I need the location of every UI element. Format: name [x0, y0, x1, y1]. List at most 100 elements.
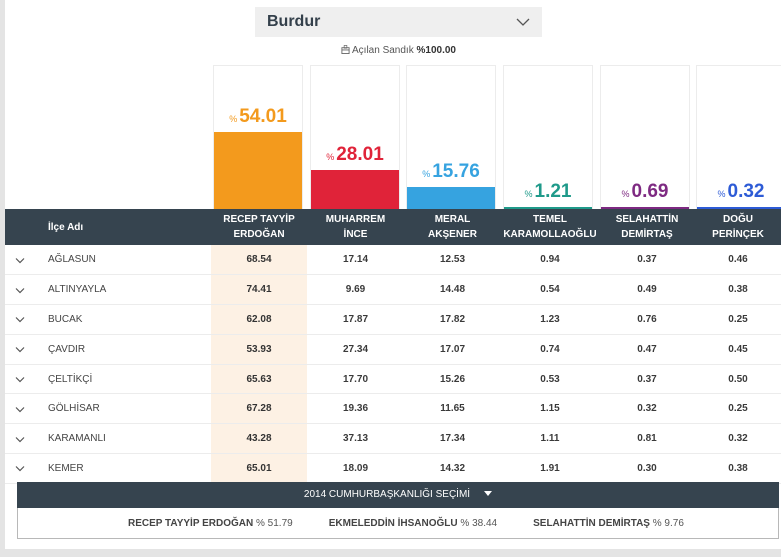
expand-chevron-icon[interactable] — [15, 346, 25, 353]
vote-share-cell: 12.53 — [404, 245, 501, 276]
candidate-name-line1: MUHARREM — [325, 214, 386, 225]
candidate-bar-column: % 1.21 — [503, 65, 593, 210]
district-name: KEMER — [48, 462, 84, 474]
candidate-bar — [697, 207, 781, 210]
table-row[interactable]: BUCAK 62.08 17.87 17.82 1.23 0.76 0.25 — [5, 304, 781, 335]
percent-symbol: % — [524, 189, 533, 199]
previous-candidate-name: EKMELEDDİN İHSANOĞLU — [328, 517, 458, 529]
candidate-percentage: 28.01 — [336, 143, 384, 165]
candidate-name-line2: AKŞENER — [428, 229, 477, 240]
vote-share-cell: 0.38 — [695, 274, 781, 306]
vote-share-cell: 17.82 — [404, 304, 501, 335]
vote-share-cell: 65.63 — [211, 364, 307, 395]
previous-election-results: RECEP TAYYİP ERDOĞAN % 51.79 EKMELEDDİN İ… — [17, 508, 779, 539]
candidate-name-line1: TEMEL — [533, 214, 567, 225]
candidate-bar-column: % 54.01 — [213, 65, 303, 210]
district-cell: BUCAK — [5, 304, 211, 335]
table-row[interactable]: ÇAVDIR 53.93 27.34 17.07 0.74 0.47 0.45 — [5, 334, 781, 365]
vote-share-cell: 1.23 — [501, 304, 599, 335]
district-name: GÖLHİSAR — [48, 403, 100, 415]
candidate-name-line2: PERİNÇEK — [712, 229, 764, 240]
candidate-percentage: 0.32 — [727, 181, 765, 202]
previous-result-item: EKMELEDDİN İHSANOĞLU % 38.44 — [329, 518, 497, 529]
candidate-bar-label: % 1.21 — [504, 181, 592, 203]
vote-share-cell: 17.87 — [307, 304, 404, 335]
vote-share-cell: 15.26 — [404, 364, 501, 395]
district-name: ÇELTİKÇİ — [48, 373, 93, 385]
table-row[interactable]: AĞLASUN 68.54 17.14 12.53 0.94 0.37 0.46 — [5, 245, 781, 276]
vote-share-cell: 37.13 — [307, 423, 404, 455]
district-cell: ÇAVDIR — [5, 334, 211, 365]
district-name-header: İlçe Adı — [48, 221, 84, 233]
candidate-name-line2: KARAMOLLAOĞLU — [503, 229, 597, 240]
vote-share-cell: 0.32 — [695, 423, 781, 455]
vote-share-cell: 74.41 — [211, 274, 307, 306]
candidate-bar-column: % 28.01 — [310, 65, 400, 210]
percent-symbol: % — [621, 189, 630, 199]
vote-share-cell: 0.30 — [599, 453, 695, 484]
previous-candidate-name: SELAHATTİN DEMİRTAŞ — [533, 517, 650, 529]
expand-chevron-icon[interactable] — [15, 376, 25, 383]
table-row[interactable]: KEMER 65.01 18.09 14.32 1.91 0.30 0.38 — [5, 453, 781, 484]
previous-candidate-share: % 38.44 — [460, 517, 498, 529]
percent-symbol: % — [422, 169, 431, 180]
vote-share-cell: 68.54 — [211, 245, 307, 276]
previous-result-item: SELAHATTİN DEMİRTAŞ % 9.76 — [533, 518, 684, 529]
vote-share-cell: 0.37 — [599, 245, 695, 276]
vote-share-cell: 0.53 — [501, 364, 599, 395]
vote-share-cell: 19.36 — [307, 393, 404, 425]
expand-chevron-icon[interactable] — [15, 257, 25, 264]
expand-chevron-icon[interactable] — [15, 465, 25, 472]
vote-share-cell: 11.65 — [404, 393, 501, 425]
table-row[interactable]: ÇELTİKÇİ 65.63 17.70 15.26 0.53 0.37 0.50 — [5, 364, 781, 395]
expand-chevron-icon[interactable] — [15, 287, 25, 294]
opened-ballot-status: Açılan Sandık %100.00 — [255, 45, 542, 56]
district-name: BUCAK — [48, 313, 83, 325]
opened-ballot-value: %100.00 — [416, 45, 456, 56]
province-select[interactable]: Burdur — [255, 7, 542, 37]
candidate-percentage: 0.69 — [631, 181, 669, 202]
vote-share-cell: 67.28 — [211, 393, 307, 425]
vote-share-cell: 0.25 — [695, 393, 781, 425]
expand-chevron-icon[interactable] — [15, 406, 25, 413]
vote-share-cell: 0.25 — [695, 304, 781, 335]
candidate-column-header: DOĞU PERİNÇEK — [695, 209, 781, 245]
vote-share-cell: 27.34 — [307, 334, 404, 365]
election-results-page: Burdur Açılan Sandık %100.00 % 54.01% 28.0… — [5, 0, 781, 549]
vote-share-cell: 0.38 — [695, 453, 781, 484]
table-header-row: İlçe Adı RECEP TAYYİP ERDOĞAN MUHARREM İNCE… — [5, 209, 781, 245]
vote-share-cell: 17.70 — [307, 364, 404, 395]
candidate-name-line1: DOĞU — [723, 214, 753, 225]
vote-share-cell: 9.69 — [307, 274, 404, 306]
candidate-bar — [311, 169, 399, 210]
candidate-name-line2: İNCE — [343, 229, 368, 240]
district-results-table: İlçe Adı RECEP TAYYİP ERDOĞAN MUHARREM İNCE… — [5, 209, 781, 484]
candidate-column-header: SELAHATTİN DEMİRTAŞ — [599, 209, 695, 245]
candidate-bar-column: % 0.69 — [600, 65, 690, 210]
district-name: AĞLASUN — [48, 254, 96, 266]
candidate-bar-column: % 0.32 — [696, 65, 781, 210]
table-row[interactable]: KARAMANLI 43.28 37.13 17.34 1.11 0.81 0.32 — [5, 423, 781, 455]
table-row[interactable]: GÖLHİSAR 67.28 19.36 11.65 1.15 0.32 0.25 — [5, 393, 781, 425]
vote-share-cell: 14.32 — [404, 453, 501, 484]
candidate-bar — [407, 187, 495, 210]
candidate-name-line2: ERDOĞAN — [233, 229, 285, 240]
vote-share-cell: 43.28 — [211, 423, 307, 455]
candidate-bar-chart: % 54.01% 28.01% 15.76% 1.21% 0.69% 0.32 — [213, 65, 781, 210]
vote-share-cell: 14.48 — [404, 274, 501, 306]
province-select-value: Burdur — [267, 13, 321, 30]
vote-share-cell: 18.09 — [307, 453, 404, 484]
candidate-column-header: RECEP TAYYİP ERDOĞAN — [211, 209, 307, 245]
percent-symbol: % — [326, 151, 335, 162]
vote-share-cell: 65.01 — [211, 453, 307, 484]
district-name: ÇAVDIR — [48, 343, 86, 355]
previous-candidate-share: % 9.76 — [652, 517, 684, 529]
candidate-bar-label: % 15.76 — [407, 161, 495, 183]
expand-chevron-icon[interactable] — [15, 436, 25, 443]
table-row[interactable]: ALTINYAYLA 74.41 9.69 14.48 0.54 0.49 0.38 — [5, 274, 781, 306]
vote-share-cell: 0.81 — [599, 423, 695, 455]
expand-chevron-icon[interactable] — [15, 316, 25, 323]
previous-election-toggle[interactable]: 2014 CUMHURBAŞKANLIĞI SEÇİMİ — [17, 482, 779, 508]
previous-candidate-share: % 51.79 — [256, 517, 293, 529]
vote-share-cell: 1.91 — [501, 453, 599, 484]
